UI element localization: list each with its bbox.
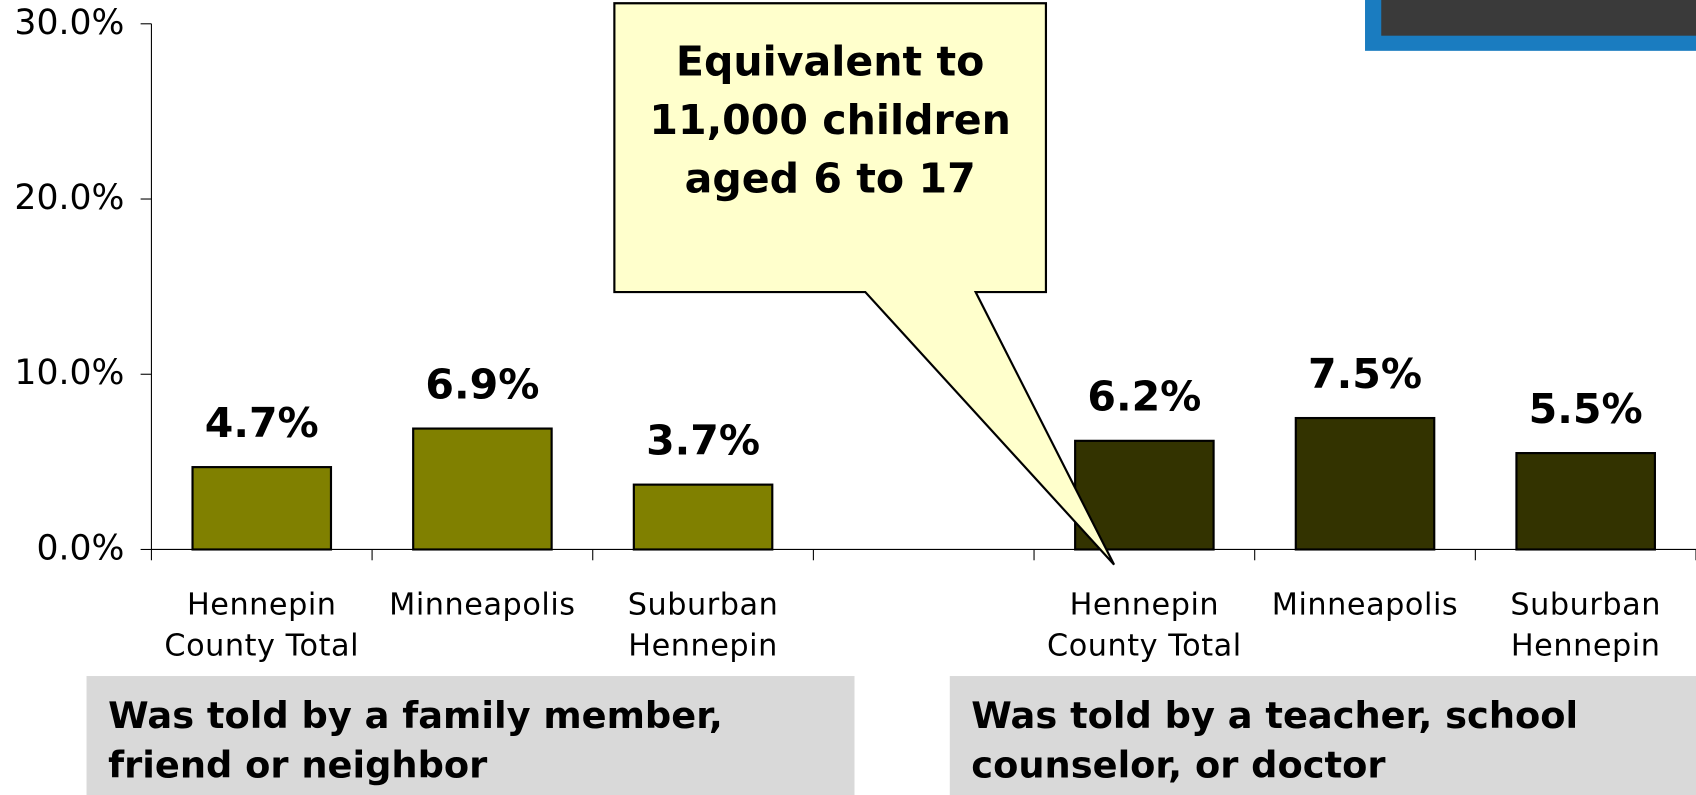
x-tick-label-box: Suburban Hennepin <box>595 584 811 675</box>
photo <box>1381 0 1696 36</box>
value-label: 6.9% <box>425 360 539 408</box>
group-label-box: Was told by a family member, friend or n… <box>87 676 855 795</box>
x-tick-label-box: Hennepin County Total <box>154 584 370 675</box>
y-tick-label: 30.0% <box>14 3 124 43</box>
value-label: 6.2% <box>1087 373 1201 421</box>
bar <box>413 429 551 550</box>
bar <box>193 467 331 549</box>
x-tick-label: Minneapolis <box>1257 584 1473 625</box>
group-label: Was told by a family member, friend or n… <box>87 676 855 795</box>
group-label-box: Was told by a teacher, school counselor,… <box>950 676 1696 795</box>
group-label: Was told by a teacher, school counselor,… <box>950 676 1696 795</box>
y-tick-label: 10.0% <box>14 353 124 393</box>
x-tick-label: Suburban Hennepin <box>595 584 811 666</box>
x-tick-label: Minneapolis <box>374 584 590 625</box>
callout-text-box: Equivalent to 11,000 children aged 6 to … <box>633 32 1028 281</box>
value-label: 4.7% <box>205 399 319 447</box>
callout-text: Equivalent to 11,000 children aged 6 to … <box>633 32 1028 207</box>
x-tick-label: Hennepin County Total <box>154 584 370 666</box>
x-tick-label-box: Suburban Hennepin <box>1478 584 1694 675</box>
x-tick-label-box: Minneapolis <box>374 584 590 675</box>
y-tick-label: 20.0% <box>14 178 124 218</box>
y-tick-label: 0.0% <box>36 528 124 568</box>
value-label: 3.7% <box>646 417 760 465</box>
page: {"chart_data": { "type": "bar", "categor… <box>0 0 1696 795</box>
bar <box>634 485 772 550</box>
x-tick-label-box: Hennepin County Total <box>1036 584 1252 675</box>
x-tick-label-box: Minneapolis <box>1257 584 1473 675</box>
bar <box>1516 453 1654 549</box>
x-tick-label: Suburban Hennepin <box>1478 584 1694 666</box>
chart: 0.0% 10.0% 20.0% 30.0% 4.7% 6.9% 3.7% 6.2% 7.5% 5… <box>0 0 1696 795</box>
value-label: 5.5% <box>1529 385 1643 433</box>
value-label: 7.5% <box>1308 350 1422 398</box>
x-tick-label: Hennepin County Total <box>1036 584 1252 666</box>
bar <box>1296 418 1434 549</box>
